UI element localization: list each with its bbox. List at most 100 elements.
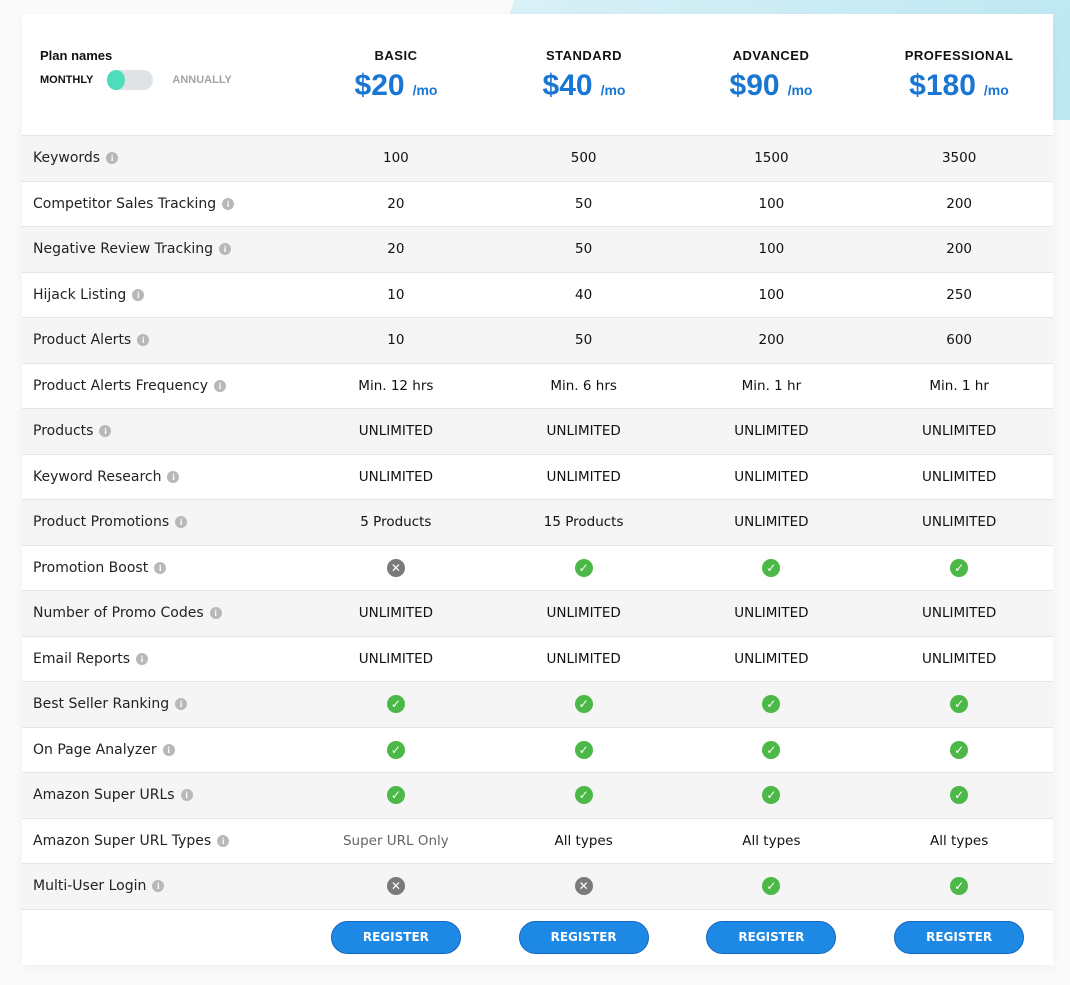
info-icon[interactable]: i xyxy=(137,334,150,347)
check-icon: ✓ xyxy=(950,695,969,714)
pricing-header: Plan names MONTHLY ANNUALLY BASIC $20/mo… xyxy=(22,14,1053,135)
feature-label: On Page Analyzer i xyxy=(22,742,302,758)
feature-cell: ✓ xyxy=(865,558,1053,577)
feature-row: Amazon Super URLs i ✓ ✓ ✓ ✓ xyxy=(22,772,1053,818)
monthly-label[interactable]: MONTHLY xyxy=(40,74,94,86)
feature-label: Products i xyxy=(22,423,302,439)
feature-row: Number of Promo Codes i UNLIMITED UNLIMITED… xyxy=(22,590,1053,636)
info-icon[interactable]: i xyxy=(214,379,226,392)
feature-cell: 250 xyxy=(946,286,973,303)
feature-cell: ✓ xyxy=(865,877,1053,896)
feature-label: Negative Review Tracking i xyxy=(22,241,302,257)
cross-icon: ✕ xyxy=(386,558,405,577)
plan-name: BASIC xyxy=(374,48,418,63)
feature-cell: ✓ xyxy=(490,740,678,759)
feature-row: On Page Analyzer i ✓ ✓ ✓ ✓ xyxy=(22,726,1053,773)
register-button-advanced[interactable]: REGISTER xyxy=(706,920,837,954)
feature-cell: 500 xyxy=(570,150,597,167)
feature-cell: ✓ xyxy=(490,695,678,714)
feature-label: Promotion Boost i xyxy=(22,560,302,576)
price-period: /mo xyxy=(412,82,438,98)
feature-row: Multi-User Login i ✕ ✕ ✓ ✓ xyxy=(22,863,1053,909)
plan-standard: STANDARD $40/mo xyxy=(490,48,678,103)
feature-cell: UNLIMITED xyxy=(546,468,621,485)
info-icon[interactable]: i xyxy=(136,652,148,665)
feature-name: Competitor Sales Tracking xyxy=(33,195,217,212)
feature-row: Product Promotions i 5 Products 15 Products… xyxy=(22,499,1053,545)
check-icon: ✓ xyxy=(762,877,781,896)
price-period: /mo xyxy=(983,82,1009,98)
info-icon[interactable]: i xyxy=(99,425,112,438)
feature-label: Amazon Super URLs i xyxy=(22,787,302,803)
feature-cell: 100 xyxy=(382,150,409,167)
feature-cell: UNLIMITED xyxy=(734,650,809,667)
feature-cell: UNLIMITED xyxy=(358,423,434,440)
check-icon: ✓ xyxy=(386,695,405,714)
feature-name: Amazon Super URL Types xyxy=(33,832,212,849)
feature-name: Products xyxy=(33,423,94,440)
info-icon[interactable]: i xyxy=(167,470,180,483)
info-icon[interactable]: i xyxy=(209,607,222,620)
feature-row: Products i UNLIMITED UNLIMITED UNLIMITED UNLI… xyxy=(22,408,1053,454)
register-button-standard[interactable]: REGISTER xyxy=(518,920,649,954)
feature-label: Product Alerts Frequency i xyxy=(22,378,302,394)
feature-cell: 20 xyxy=(387,195,405,212)
feature-cell: UNLIMITED xyxy=(358,650,434,667)
info-icon[interactable]: i xyxy=(180,789,193,802)
feature-row: Competitor Sales Tracking i 20 50 100 200 xyxy=(22,180,1053,227)
billing-toggle[interactable] xyxy=(107,70,154,90)
billing-toggle-row: MONTHLY ANNUALLY xyxy=(40,70,232,90)
feature-label: Email Reports i xyxy=(22,651,302,667)
feature-cell: ✓ xyxy=(678,695,866,714)
feature-cell: ✓ xyxy=(302,786,490,805)
check-icon: ✓ xyxy=(762,740,781,759)
register-button-basic[interactable]: REGISTER xyxy=(330,920,461,954)
annually-label[interactable]: ANNUALLY xyxy=(172,74,232,86)
feature-row: Amazon Super URL Types i Super URL Only All… xyxy=(22,817,1053,864)
info-icon[interactable]: i xyxy=(132,288,145,301)
feature-cell: UNLIMITED xyxy=(921,468,997,485)
info-icon[interactable]: i xyxy=(222,197,235,210)
info-icon[interactable]: i xyxy=(218,243,231,256)
feature-name: Amazon Super URLs xyxy=(33,787,175,804)
pricing-table: Plan names MONTHLY ANNUALLY BASIC $20/mo… xyxy=(22,14,1053,965)
feature-cell: 100 xyxy=(758,195,785,212)
check-icon: ✓ xyxy=(950,877,969,896)
feature-row: Product Alerts Frequency i Min. 12 hrs Min.… xyxy=(22,362,1053,409)
plan-name: STANDARD xyxy=(546,48,622,63)
plan-price: $180/mo xyxy=(865,69,1053,103)
info-icon[interactable]: i xyxy=(154,561,167,574)
feature-cell: 3500 xyxy=(941,150,977,167)
plan-basic: BASIC $20/mo xyxy=(302,48,490,103)
feature-cell: 15 Products xyxy=(543,514,624,531)
feature-cell: UNLIMITED xyxy=(546,605,621,622)
info-icon[interactable]: i xyxy=(175,516,188,529)
feature-row: Hijack Listing i 10 40 100 250 xyxy=(22,271,1053,318)
feature-cell: ✓ xyxy=(490,786,678,805)
feature-label: Product Alerts i xyxy=(22,332,302,348)
check-icon: ✓ xyxy=(574,695,593,714)
info-icon[interactable]: i xyxy=(106,152,119,165)
feature-name: Best Seller Ranking xyxy=(33,696,170,713)
feature-label: Multi-User Login i xyxy=(22,878,302,894)
plan-advanced: ADVANCED $90/mo xyxy=(677,48,865,103)
feature-row: Best Seller Ranking i ✓ ✓ ✓ ✓ xyxy=(22,681,1053,727)
info-icon[interactable]: i xyxy=(217,834,230,847)
feature-label: Amazon Super URL Types i xyxy=(22,833,302,849)
info-icon[interactable]: i xyxy=(175,698,188,711)
feature-cell: 5 Products xyxy=(360,514,432,531)
check-icon: ✓ xyxy=(574,740,593,759)
feature-name: Product Promotions xyxy=(33,514,170,531)
feature-cell: ✓ xyxy=(302,695,490,714)
info-icon[interactable]: i xyxy=(162,743,175,756)
feature-cell: UNLIMITED xyxy=(921,650,997,667)
register-button-professional[interactable]: REGISTER xyxy=(894,920,1025,954)
info-icon[interactable]: i xyxy=(152,880,165,893)
feature-label: Keywords i xyxy=(22,150,302,166)
feature-label: Number of Promo Codes i xyxy=(22,605,302,621)
register-row: REGISTER REGISTER REGISTER REGISTER xyxy=(22,908,1053,965)
feature-cell: UNLIMITED xyxy=(358,605,434,622)
price-amount: $180 xyxy=(909,69,976,102)
feature-cell: 100 xyxy=(758,241,785,258)
feature-cell: 40 xyxy=(575,286,593,303)
